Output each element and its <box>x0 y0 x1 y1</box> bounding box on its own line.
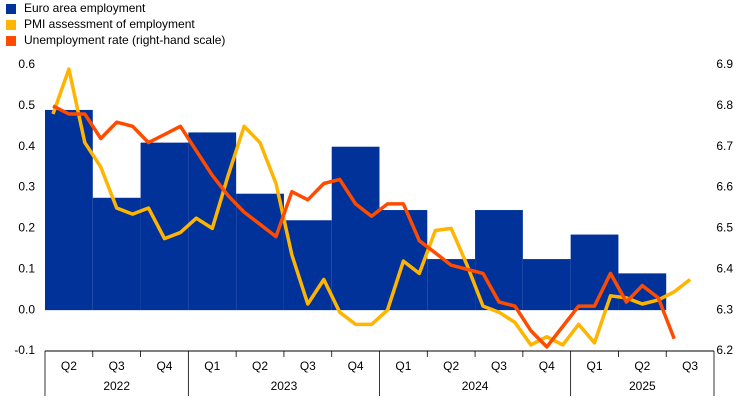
y-tick-label: 0.6 <box>18 57 35 71</box>
x-tick-label: Q3 <box>682 359 698 373</box>
y-tick-label: 0.5 <box>18 98 35 112</box>
x-tick-label: Q1 <box>395 359 411 373</box>
bar <box>92 197 141 311</box>
y2-tick-label: 6.5 <box>716 221 733 235</box>
y2-tick-label: 6.9 <box>716 57 733 71</box>
bar <box>188 132 237 311</box>
bar <box>475 210 523 311</box>
legend-label: Euro area employment <box>24 1 146 15</box>
y-tick-label: 0.2 <box>18 221 35 235</box>
x-tick-label: Q2 <box>443 359 459 373</box>
x-tick-label: Q2 <box>61 359 77 373</box>
bar <box>522 259 571 311</box>
y-tick-label: 0.0 <box>18 302 35 316</box>
x-tick-label: Q4 <box>156 359 172 373</box>
legend-swatch <box>6 20 16 30</box>
legend-label: Unemployment rate (right-hand scale) <box>24 33 225 47</box>
y-tick-label: 0.3 <box>18 180 35 194</box>
y-tick-label: 0.1 <box>18 261 35 275</box>
line <box>51 67 692 347</box>
y2-tick-label: 6.8 <box>716 98 733 112</box>
bar <box>140 142 189 311</box>
legend-swatch <box>6 36 16 46</box>
year-label: 2023 <box>271 379 298 393</box>
y2-tick-label: 6.3 <box>716 302 733 316</box>
y2-tick-label: 6.2 <box>716 343 733 357</box>
y-tick-label: 0.4 <box>18 139 35 153</box>
year-label: 2022 <box>103 379 130 393</box>
x-tick-label: Q1 <box>587 359 603 373</box>
y2-tick-label: 6.6 <box>716 180 733 194</box>
y2-tick-label: 6.7 <box>716 139 733 153</box>
x-tick-label: Q1 <box>204 359 220 373</box>
bar <box>283 220 332 311</box>
x-tick-label: Q4 <box>539 359 555 373</box>
legend-swatch <box>6 4 16 14</box>
legend-label: PMI assessment of employment <box>24 17 195 31</box>
x-tick-label: Q4 <box>348 359 364 373</box>
x-tick-label: Q3 <box>300 359 316 373</box>
x-tick-label: Q2 <box>634 359 650 373</box>
bar <box>331 146 380 311</box>
x-tick-label: Q3 <box>491 359 507 373</box>
year-label: 2024 <box>462 379 489 393</box>
x-tick-label: Q3 <box>109 359 125 373</box>
y-tick-label: -0.1 <box>14 343 35 357</box>
line <box>52 104 676 349</box>
year-label: 2025 <box>629 379 656 393</box>
x-tick-label: Q2 <box>252 359 268 373</box>
y2-tick-label: 6.4 <box>716 261 733 275</box>
